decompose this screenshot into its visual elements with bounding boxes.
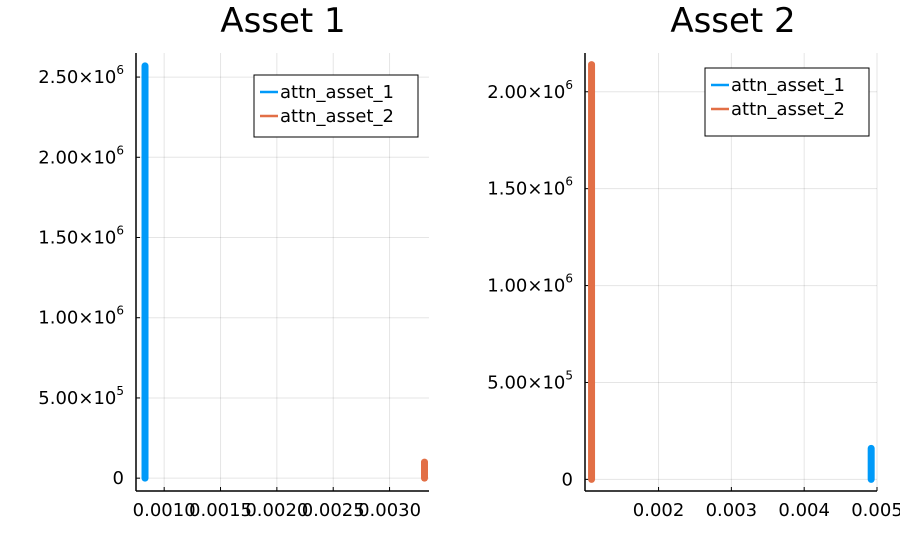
y-tick-label: 1.50×106 [38, 224, 124, 249]
y-tick-label: 5.00×105 [38, 384, 124, 409]
x-tick-label: 0.0010 [133, 500, 196, 521]
x-tick-label: 0.0030 [358, 500, 421, 521]
x-tick-label: 0.0015 [189, 500, 252, 521]
legend-label: attn_asset_1 [280, 82, 394, 103]
x-tick-label: 0.004 [778, 500, 830, 521]
legend-label: attn_asset_2 [731, 99, 845, 120]
y-tick-label: 1.50×106 [487, 175, 573, 200]
x-tick-label: 0.002 [633, 500, 685, 521]
y-tick-label: 1.00×106 [487, 272, 573, 297]
y-tick-label: 2.50×106 [38, 63, 124, 88]
subplot-title: Asset 1 [220, 1, 345, 41]
legend-label: attn_asset_1 [731, 75, 845, 96]
x-tick-label: 0.0020 [245, 500, 308, 521]
y-tick-label: 2.00×106 [38, 143, 124, 168]
x-tick-label: 0.005 [851, 500, 900, 521]
y-tick-label: 2.00×106 [487, 78, 573, 103]
subplot-title: Asset 2 [670, 1, 795, 41]
x-tick-label: 0.003 [706, 500, 758, 521]
y-tick-label: 1.00×106 [38, 304, 124, 329]
legend-box [704, 67, 870, 137]
subplot-2: Asset 2 0.002 0.003 0.004 0.005 0 5.00×105 1.00… [487, 1, 900, 521]
y-tick-label: 0 [562, 469, 573, 490]
y-tick-label: 0 [113, 468, 124, 489]
legend-label: attn_asset_2 [280, 106, 394, 127]
y-tick-label: 5.00×105 [487, 368, 573, 393]
legend-box [253, 74, 419, 138]
x-tick-label: 0.0025 [302, 500, 365, 521]
